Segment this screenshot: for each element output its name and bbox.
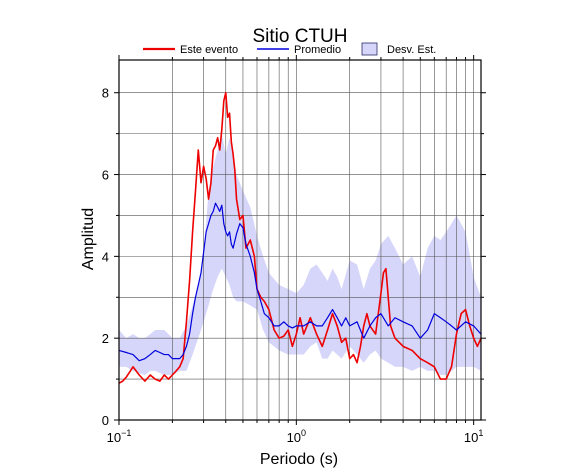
- legend-label-desv: Desv. Est.: [387, 44, 436, 56]
- y-tick-label: 0: [102, 413, 109, 428]
- x-tick-label: 101: [464, 428, 483, 445]
- legend-label-este: Este evento: [180, 44, 238, 56]
- plot-frame: [118, 59, 482, 421]
- x-tick-label: 10−1: [107, 428, 132, 445]
- x-tick-label: 100: [287, 428, 306, 445]
- x-axis-title: Periodo (s): [260, 451, 338, 468]
- chart-title: Sitio CTUH: [252, 26, 347, 47]
- legend-swatch-desv: [361, 42, 378, 56]
- std-band: [119, 133, 481, 375]
- legend-label-promedio: Promedio: [294, 44, 341, 56]
- y-tick-label: 2: [102, 331, 109, 346]
- series-layer: [118, 91, 482, 384]
- plot-area: 0 2 4 6 8 10−1 100 101: [102, 55, 486, 445]
- ticks: 0 2 4 6 8 10−1 100 101: [102, 55, 486, 445]
- legend: Este evento Promedio Desv. Est.: [143, 42, 436, 56]
- series-este-evento: [118, 91, 482, 384]
- y-axis-title: Amplitud: [80, 208, 97, 270]
- y-tick-label: 4: [102, 249, 109, 264]
- y-tick-label: 6: [102, 168, 109, 183]
- std-band-layer: [119, 133, 481, 375]
- grid: [119, 60, 481, 420]
- series-promedio: [118, 202, 482, 362]
- y-tick-label: 8: [102, 86, 109, 101]
